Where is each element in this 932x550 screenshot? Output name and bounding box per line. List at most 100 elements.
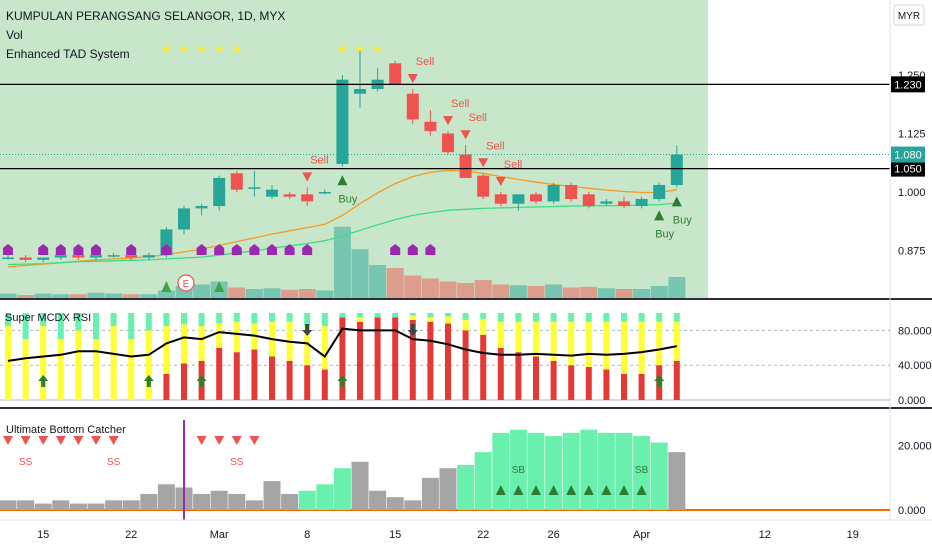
candle-body[interactable]	[494, 194, 507, 204]
time-tick-label: 26	[547, 529, 559, 541]
candle-body[interactable]	[635, 199, 648, 207]
ubc-bar	[245, 500, 263, 510]
ubc-bar	[633, 436, 651, 510]
candle-body[interactable]	[19, 257, 32, 260]
rsi-green-bar	[621, 313, 627, 322]
rsi-green-bar	[409, 313, 416, 316]
ubc-down-triangle-icon	[231, 436, 242, 445]
candle-body[interactable]	[336, 79, 349, 164]
candle-body[interactable]	[547, 184, 560, 202]
candle-body[interactable]	[178, 208, 190, 230]
candle-body[interactable]	[406, 93, 419, 120]
purple-marker-icon	[91, 244, 101, 255]
rsi-green-bar	[427, 313, 434, 318]
candle-body[interactable]	[195, 206, 208, 209]
purple-marker-icon	[161, 244, 172, 255]
currency-badge-box[interactable]	[893, 4, 925, 26]
volume-indicator-label[interactable]: Vol	[6, 28, 23, 42]
rsi-red-bar	[427, 321, 434, 400]
rsi-yellow-bar	[40, 326, 47, 400]
rsi-green-bar	[480, 313, 487, 320]
volume-bar	[34, 293, 52, 298]
candle-body[interactable]	[54, 255, 67, 258]
candle-body[interactable]	[2, 257, 14, 260]
currency-badge[interactable]: MYR	[898, 11, 920, 22]
candle-body[interactable]	[107, 255, 120, 257]
rsi-green-bar	[5, 313, 11, 327]
rsi-green-bar	[638, 313, 645, 322]
star-icon: ★	[178, 41, 190, 56]
bottom-catcher-title[interactable]: Ultimate Bottom Catcher	[6, 424, 126, 436]
purple-marker-icon	[196, 244, 207, 255]
candle-body[interactable]	[90, 255, 102, 258]
rsi-red-bar	[533, 356, 539, 400]
sell-label: Sell	[416, 56, 434, 68]
candle-body[interactable]	[512, 194, 525, 204]
earnings-marker-icon[interactable]	[177, 274, 195, 292]
candle-body[interactable]	[230, 173, 243, 190]
volume-bar	[509, 285, 527, 298]
candle-body[interactable]	[283, 194, 296, 197]
ubc-ss-label: SS	[19, 457, 33, 468]
time-tick-label: 22	[477, 529, 489, 541]
rsi-red-bar	[163, 373, 170, 400]
volume-bar	[386, 268, 404, 298]
volume-bar	[439, 281, 457, 298]
mcdx-rsi-title[interactable]: Super MCDX RSI	[5, 312, 91, 324]
candle-body[interactable]	[389, 63, 402, 85]
candle-body[interactable]	[565, 184, 578, 200]
candle-body[interactable]	[600, 201, 613, 204]
candle-body[interactable]	[72, 255, 85, 258]
candle-body[interactable]	[301, 194, 314, 202]
ubc-down-triangle-icon	[214, 436, 225, 445]
rsi-green-bar	[568, 313, 575, 322]
candle-body[interactable]	[266, 189, 278, 197]
ubc-down-triangle-icon	[73, 436, 84, 445]
purple-marker-icon	[425, 244, 436, 255]
rsi-green-bar	[110, 313, 117, 327]
rsi-green-bar	[673, 313, 680, 322]
volume-bar	[369, 265, 387, 298]
rsi-green-bar	[163, 313, 170, 327]
rsi-yellow-bar	[357, 317, 363, 322]
rsi-red-bar	[269, 356, 275, 400]
horizontal-line-price-label: 1.230	[894, 79, 922, 91]
tad-indicator-label[interactable]: Enhanced TAD System	[6, 47, 130, 61]
rsi-green-bar	[286, 313, 293, 322]
rsi-green-bar	[304, 313, 311, 327]
volume-bar	[87, 292, 105, 298]
rsi-green-bar	[198, 313, 205, 327]
ubc-down-triangle-icon	[55, 436, 66, 445]
ubc-tick-label: 0.000	[898, 505, 926, 517]
rsi-red-bar	[445, 323, 451, 400]
candle-body[interactable]	[142, 255, 155, 258]
candle-body[interactable]	[477, 175, 490, 197]
ubc-bar	[615, 432, 633, 510]
volume-bar	[316, 290, 334, 298]
rsi-yellow-bar	[75, 330, 82, 400]
candle-body[interactable]	[318, 192, 331, 194]
ubc-ss-label: SS	[230, 457, 244, 468]
price-tick-label: 1.125	[898, 129, 926, 141]
candle-body[interactable]	[459, 154, 472, 178]
candle-body[interactable]	[653, 184, 666, 200]
candle-body[interactable]	[354, 89, 366, 94]
candle-body[interactable]	[37, 257, 50, 260]
candle-body[interactable]	[424, 121, 437, 132]
signal-markers: ★ ★ ★ ★ ★ ★ ★ ★SellSellSellSellSellSellBuyBuyBu…	[3, 41, 692, 292]
candle-body[interactable]	[213, 177, 226, 207]
price-candles	[2, 46, 683, 263]
candle-body[interactable]	[582, 194, 595, 207]
candle-body[interactable]	[125, 255, 138, 258]
candle-body[interactable]	[248, 187, 261, 189]
volume-bar	[17, 295, 35, 298]
rsi-yellow-bar	[57, 339, 64, 400]
candle-body[interactable]	[670, 154, 683, 185]
candle-body[interactable]	[442, 133, 454, 153]
rsi-green-bar	[603, 313, 610, 322]
candle-body[interactable]	[530, 194, 542, 202]
rsi-yellow-bar	[128, 339, 135, 400]
volume-bar	[633, 289, 651, 298]
candle-body[interactable]	[618, 201, 630, 207]
